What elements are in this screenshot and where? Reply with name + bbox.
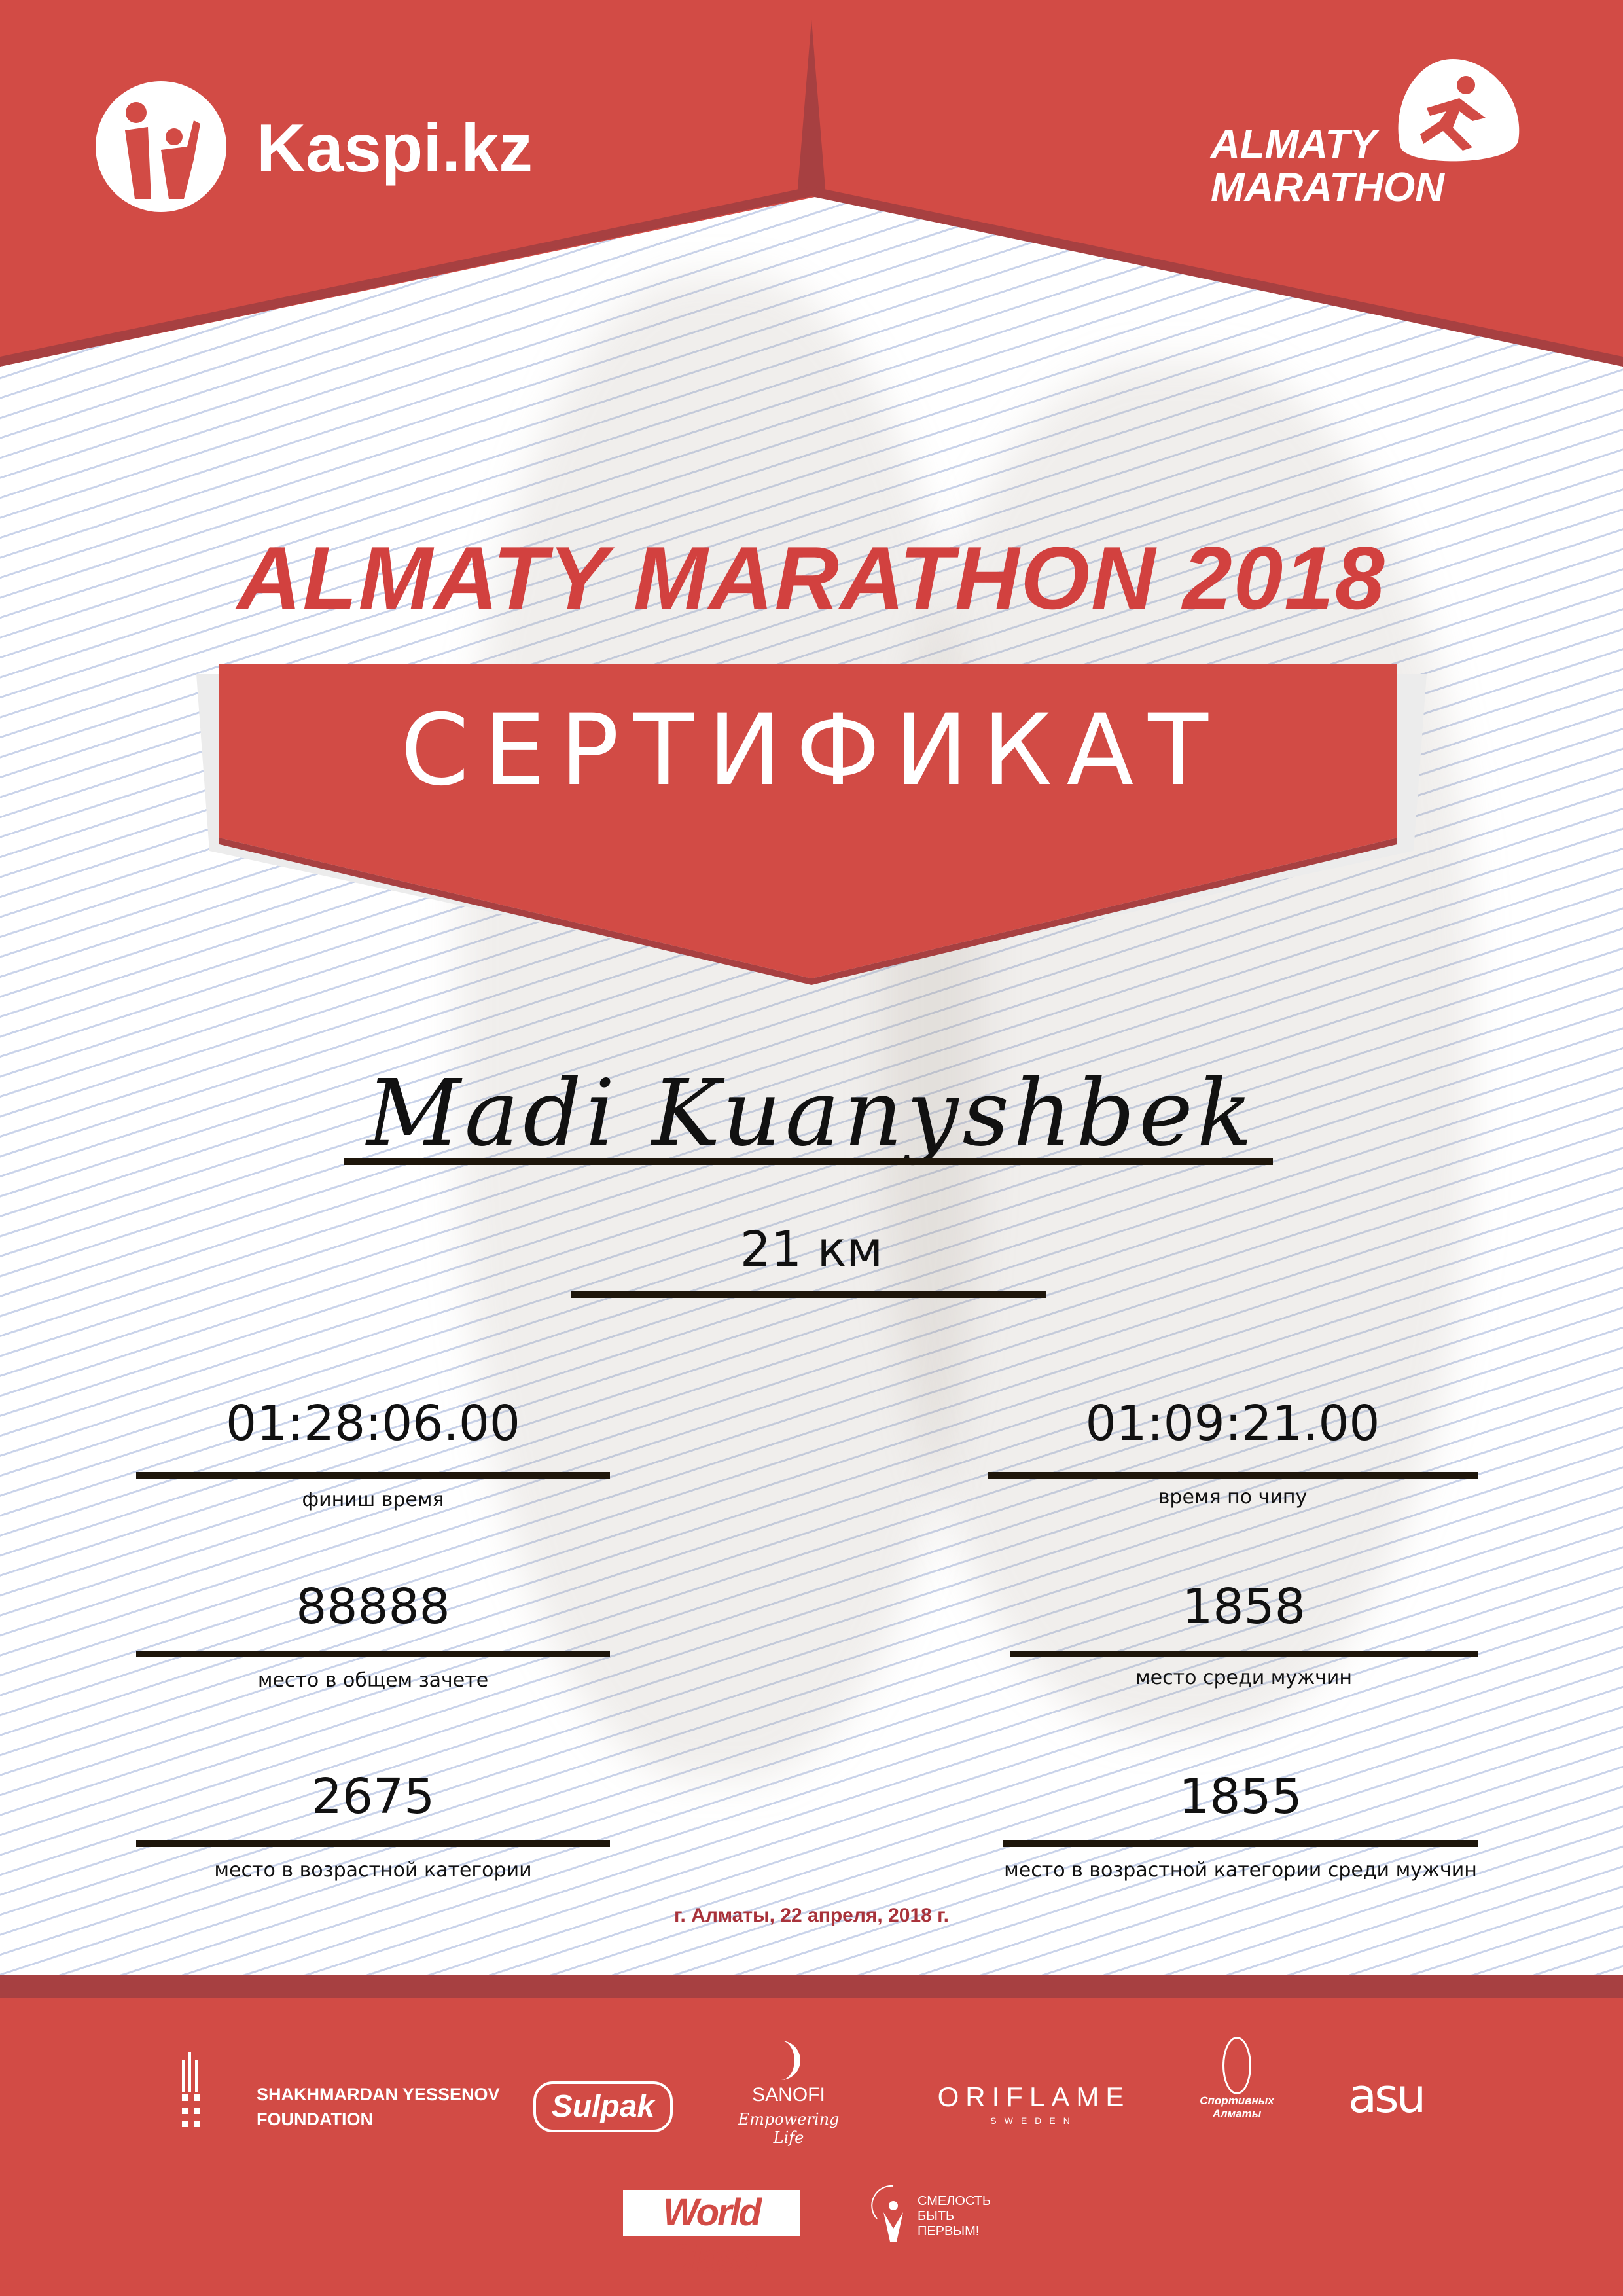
finish-time-label: финиш время [302, 1488, 444, 1511]
sanofi-bird-icon [777, 2041, 800, 2080]
sanofi-tagline: Empowering Life [738, 2110, 840, 2147]
sanofi-name: SANOFI [752, 2084, 825, 2106]
yessenov-bars-icon [182, 2052, 200, 2127]
fund-line-1: СМЕЛОСТЬ [918, 2194, 991, 2208]
footer-band [0, 1975, 1623, 1998]
certificate-heading: СЕРТИФИКАТ [401, 694, 1222, 808]
almaty-marathon-logo: ALMATY MARATHON [1211, 123, 1444, 209]
age-men-place-value: 1855 [1179, 1768, 1302, 1825]
overall-place-underline [136, 1651, 610, 1657]
kaspi-logo-icon [96, 81, 226, 212]
overall-place-label: место в общем зачете [257, 1669, 489, 1692]
age-place-underline [136, 1840, 610, 1847]
header-shape [0, 0, 1623, 367]
fund-figure-icon [871, 2185, 903, 2242]
age-place-label: место в возрастной категории [214, 1859, 532, 1882]
runner-photo-male [458, 275, 982, 1780]
chip-time-label: время по чипу [1158, 1486, 1308, 1509]
sport-almaty-emblem-icon [1222, 2037, 1251, 2094]
name-underline [344, 1158, 1273, 1165]
men-place-value: 1858 [1182, 1579, 1306, 1635]
chip-time-underline [988, 1472, 1478, 1479]
certificate-ribbon [196, 664, 1427, 985]
sanofi-logo: SANOFI Empowering Life [726, 2041, 851, 2147]
oriflame-logo: ORIFLAME SWEDEN [923, 2081, 1145, 2126]
runner-photo-female [883, 360, 1472, 1734]
yessenov-line-1: SHAKHMARDAN YESSENOV [257, 2085, 500, 2104]
participant-name: Madi Kuanyshbek [366, 1060, 1257, 1167]
sport-almaty-line-2: Алматы [1212, 2108, 1262, 2120]
age-place-value: 2675 [311, 1768, 435, 1825]
footer [0, 1998, 1623, 2296]
finish-time-underline [136, 1472, 610, 1479]
sulpak-logo: Sulpak [533, 2081, 673, 2132]
chip-time-value: 01:09:21.00 [1085, 1395, 1380, 1452]
logo-line-2: MARATHON [1211, 165, 1445, 210]
oriflame-name: ORIFLAME [937, 2081, 1131, 2112]
runner-logo-icon [1398, 59, 1520, 162]
overall-place-value: 88888 [296, 1579, 450, 1635]
distance: 21 км [740, 1221, 883, 1278]
event-title: ALMATY MARATHON 2018 [237, 528, 1386, 628]
oriflame-country: SWEDEN [990, 2115, 1078, 2126]
logo-line-1: ALMATY [1211, 122, 1377, 167]
men-place-label: место среди мужчин [1135, 1666, 1352, 1689]
asu-logo: asu [1348, 2068, 1426, 2123]
fund-line-2: БЫТЬ [918, 2209, 955, 2223]
yessenov-line-2: FOUNDATION [257, 2109, 373, 2129]
fund-line-3: ПЕРВЫМ! [918, 2224, 980, 2238]
men-place-underline [1010, 1651, 1478, 1657]
sport-almaty-logo: Спортивных Алматы [1198, 2037, 1276, 2121]
age-men-place-underline [1003, 1840, 1478, 1847]
world-class-logo: World Class [623, 2190, 800, 2280]
finish-time-value: 01:28:06.00 [225, 1395, 521, 1452]
sport-almaty-line-1: Спортивных [1200, 2094, 1274, 2107]
event-date: г. Алматы, 22 апреля, 2018 г. [674, 1905, 949, 1926]
kaspi-logo-text: Kaspi.kz [257, 111, 533, 187]
distance-underline [571, 1291, 1046, 1298]
age-men-place-label: место в возрастной категории среди мужчи… [1004, 1859, 1477, 1882]
